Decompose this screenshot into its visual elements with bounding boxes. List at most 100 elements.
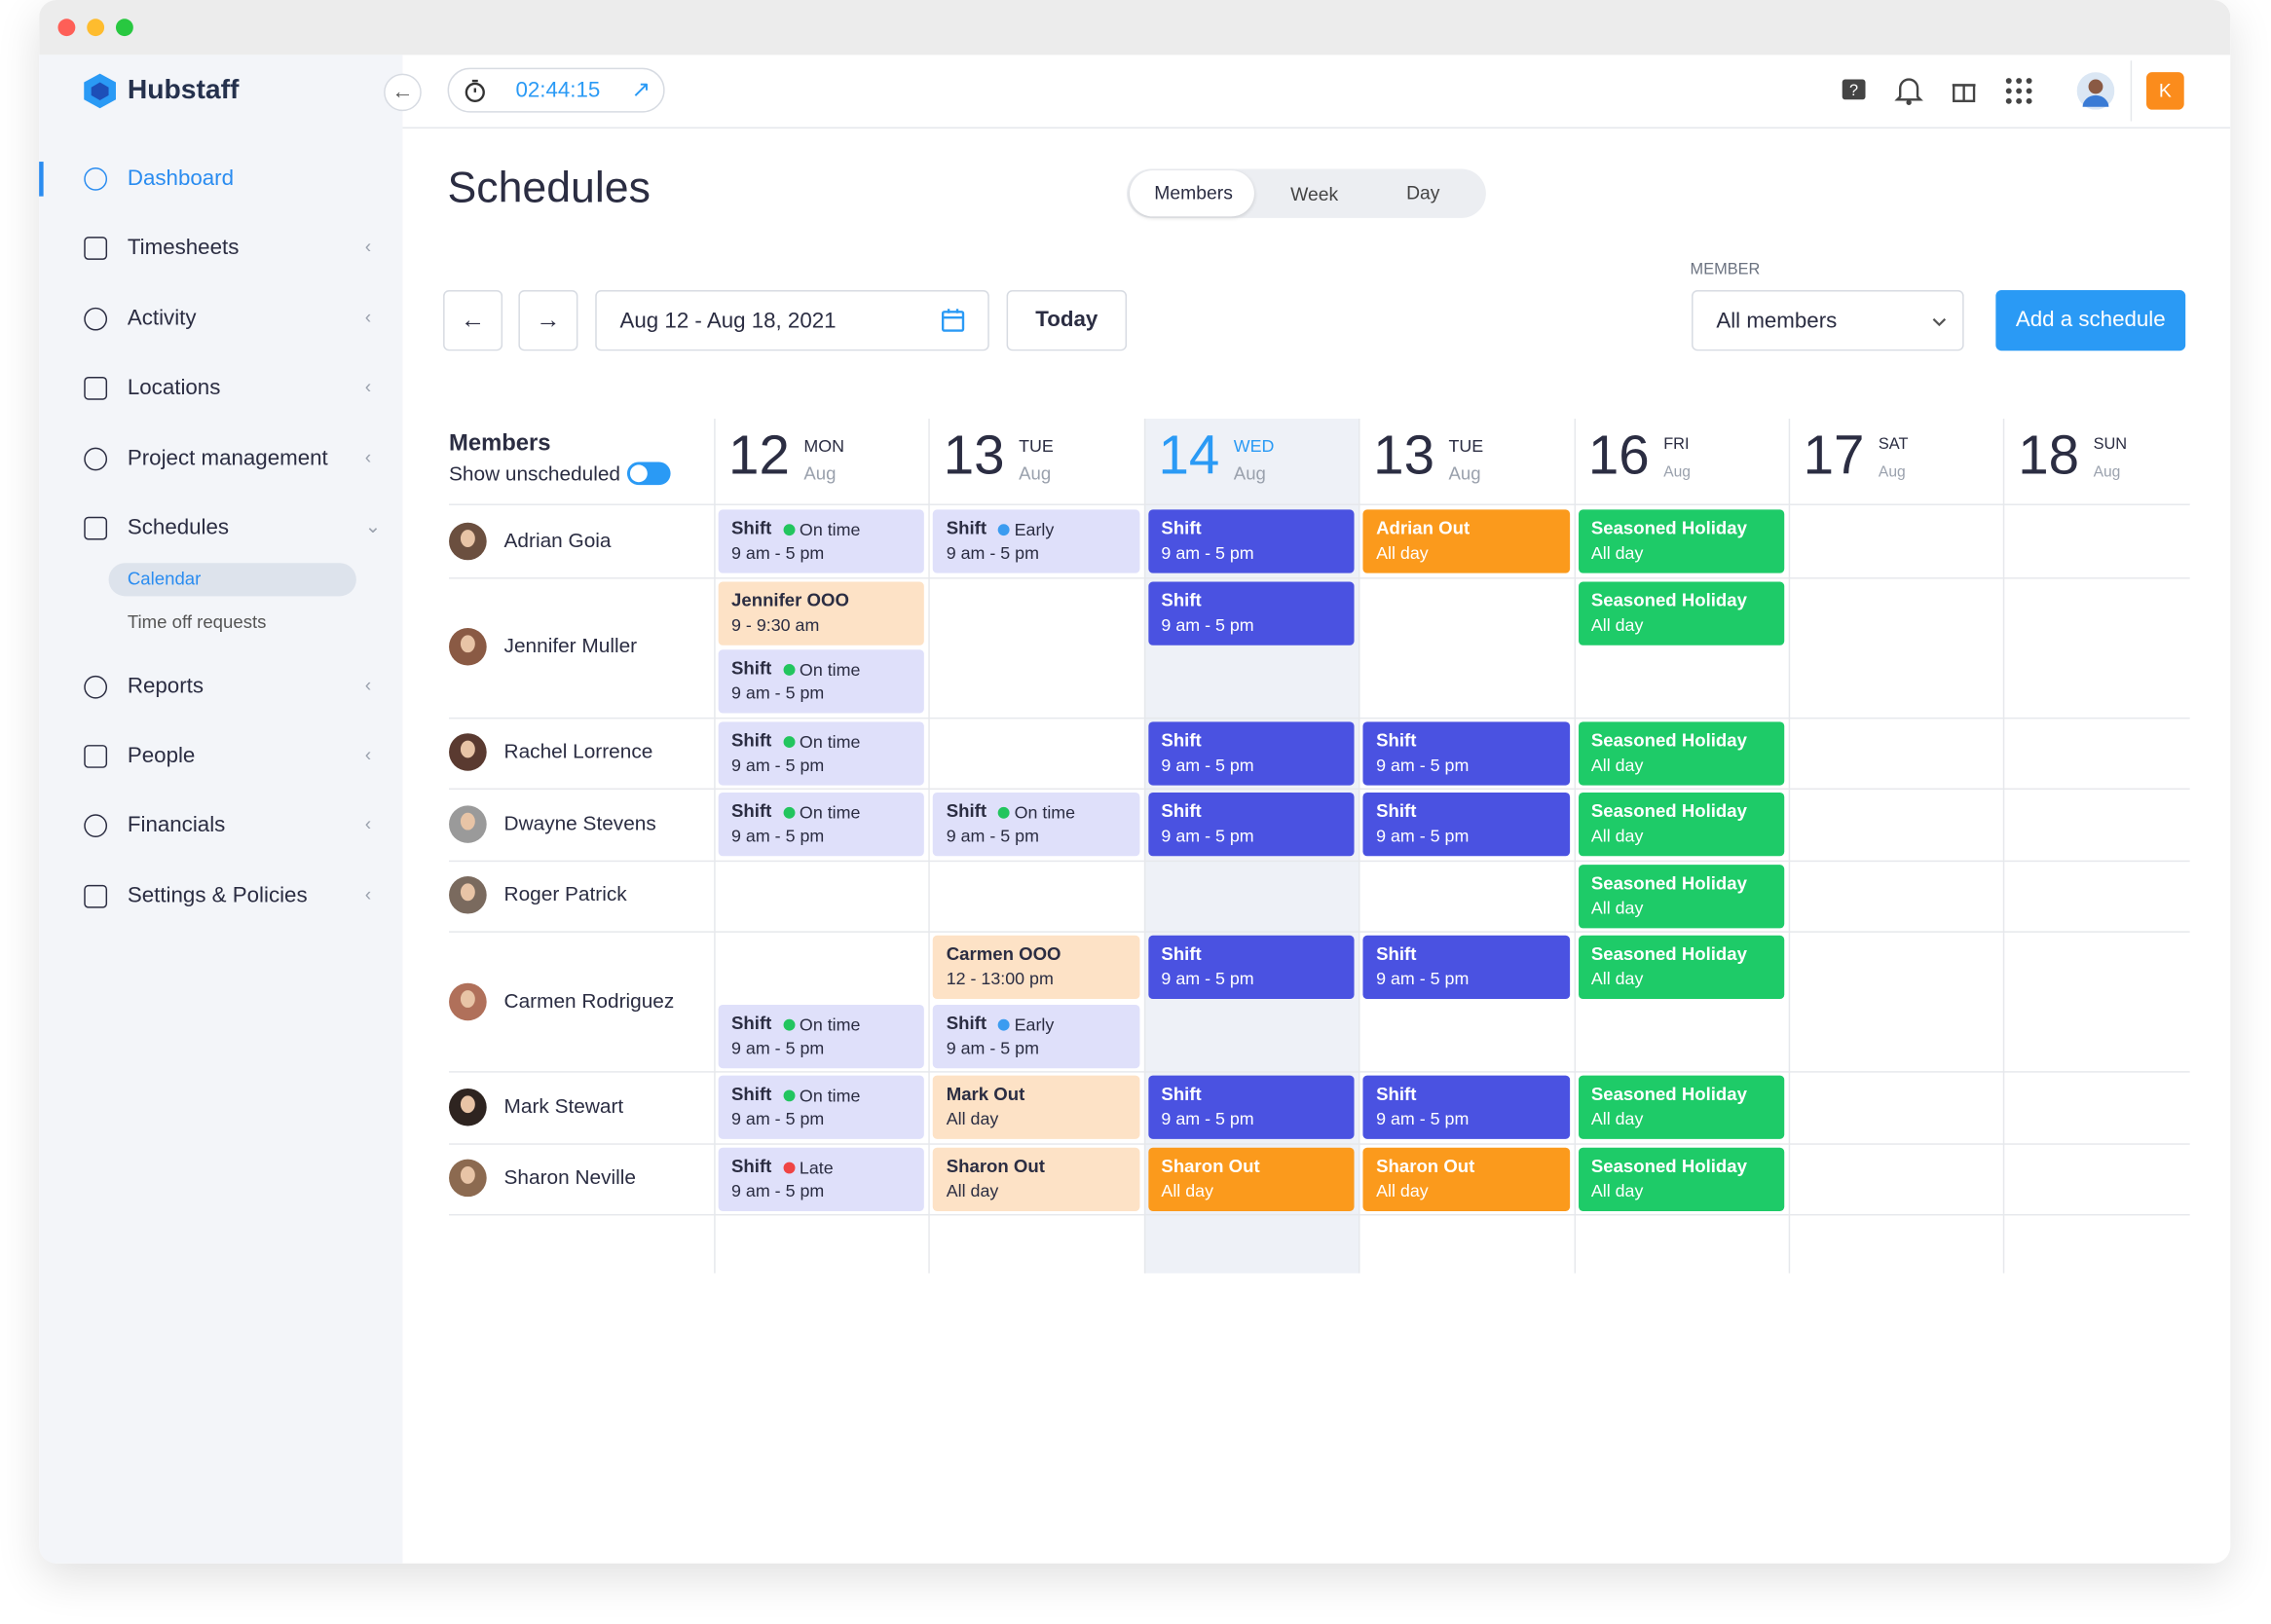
status-dot bbox=[783, 735, 796, 748]
nav-item[interactable]: Financials bbox=[127, 812, 226, 837]
collapse-button[interactable]: ← bbox=[384, 73, 422, 112]
bell-icon[interactable] bbox=[1894, 75, 1923, 107]
sub-nav-item[interactable]: Time off requests bbox=[127, 611, 267, 633]
user-avatar[interactable] bbox=[2076, 72, 2115, 110]
schedule-event[interactable]: Seasoned Holiday All day bbox=[1578, 793, 1785, 857]
schedule-event[interactable]: Seasoned Holiday All day bbox=[1578, 935, 1785, 1000]
schedule-event[interactable]: Adrian Out All day bbox=[1362, 509, 1570, 573]
add-schedule-button[interactable]: Add a schedule bbox=[1995, 290, 2186, 351]
tab[interactable]: Members bbox=[1154, 181, 1233, 204]
page-title: Schedules bbox=[447, 165, 651, 212]
schedule-event[interactable]: Seasoned Holiday All day bbox=[1578, 1147, 1785, 1211]
status-dot bbox=[998, 524, 1011, 536]
timer-pill[interactable]: 02:44:15 ↗ bbox=[447, 67, 665, 113]
zoom-dot[interactable] bbox=[115, 18, 133, 37]
event-title: Shift bbox=[946, 518, 987, 539]
help-icon[interactable]: ? bbox=[1840, 77, 1869, 106]
schedule-event[interactable]: Shift 9 am - 5 pm bbox=[1362, 935, 1570, 1000]
tab[interactable]: Week bbox=[1290, 183, 1339, 205]
apps-icon[interactable] bbox=[2004, 77, 2033, 106]
schedule-event[interactable]: Shift 9 am - 5 pm bbox=[1148, 935, 1355, 1000]
nav-item[interactable]: Project management bbox=[127, 446, 328, 471]
schedule-event[interactable]: Shift 9 am - 5 pm bbox=[1362, 1075, 1570, 1139]
member-name[interactable]: Mark Stewart bbox=[503, 1093, 624, 1118]
schedule-event[interactable]: Shift On time 9 am - 5 pm bbox=[718, 1004, 925, 1068]
schedule-event[interactable]: Carmen OOO 12 - 13:00 pm bbox=[933, 935, 1140, 1000]
weekday: TUE bbox=[1448, 435, 1484, 457]
weekday: SAT bbox=[1878, 435, 1909, 454]
member-avatar bbox=[449, 627, 487, 666]
day-number: 17 bbox=[1803, 425, 1865, 487]
today-button[interactable]: Today bbox=[1006, 290, 1128, 351]
schedule-event[interactable]: Jennifer OOO 9 - 9:30 am bbox=[718, 580, 925, 646]
schedule-event[interactable]: Shift 9 am - 5 pm bbox=[1148, 1075, 1355, 1139]
schedule-event[interactable]: Sharon Out All day bbox=[933, 1147, 1140, 1211]
member-avatar bbox=[449, 733, 487, 772]
nav-item[interactable]: Activity bbox=[127, 306, 197, 331]
event-title: Shift bbox=[1161, 729, 1202, 751]
schedule-event[interactable]: Seasoned Holiday All day bbox=[1578, 509, 1785, 573]
org-badge[interactable]: K bbox=[2146, 72, 2184, 110]
event-title: Seasoned Holiday bbox=[1590, 589, 1747, 610]
column-divider bbox=[1573, 418, 1576, 1273]
member-name[interactable]: Adrian Goia bbox=[503, 528, 612, 552]
nav-item[interactable]: Schedules bbox=[127, 515, 230, 540]
date-picker[interactable]: Aug 12 - Aug 18, 2021 bbox=[595, 290, 989, 351]
member-name[interactable]: Rachel Lorrence bbox=[503, 739, 653, 763]
event-time: 12 - 13:00 pm bbox=[946, 968, 1054, 989]
member-name[interactable]: Dwayne Stevens bbox=[503, 810, 656, 834]
member-name[interactable]: Sharon Neville bbox=[503, 1164, 636, 1189]
month: Aug bbox=[1448, 462, 1481, 484]
member-name[interactable]: Carmen Rodriguez bbox=[503, 987, 675, 1012]
schedule-event[interactable]: Mark Out All day bbox=[933, 1075, 1140, 1139]
gift-icon[interactable] bbox=[1950, 75, 1979, 104]
month: Aug bbox=[1233, 462, 1266, 484]
schedule-event[interactable]: Shift On time 9 am - 5 pm bbox=[718, 649, 925, 714]
schedule-event[interactable]: Shift 9 am - 5 pm bbox=[1148, 509, 1355, 573]
schedule-event[interactable]: Shift On time 9 am - 5 pm bbox=[718, 1075, 925, 1139]
nav-item[interactable]: Reports bbox=[127, 674, 204, 699]
schedule-event[interactable]: Shift On time 9 am - 5 pm bbox=[933, 793, 1140, 857]
month: Aug bbox=[1663, 462, 1691, 481]
schedule-event[interactable]: Shift Late 9 am - 5 pm bbox=[718, 1147, 925, 1211]
schedule-event[interactable]: Shift 9 am - 5 pm bbox=[1148, 580, 1355, 646]
prev-button[interactable]: ← bbox=[443, 290, 503, 351]
nav-item[interactable]: Locations bbox=[127, 375, 221, 400]
member-avatar bbox=[449, 876, 487, 914]
schedule-event[interactable]: Sharon Out All day bbox=[1362, 1147, 1570, 1211]
unscheduled-toggle[interactable] bbox=[626, 461, 671, 486]
tab[interactable]: Day bbox=[1406, 181, 1440, 204]
schedule-event[interactable]: Shift 9 am - 5 pm bbox=[1148, 793, 1355, 857]
weekday: FRI bbox=[1663, 435, 1690, 454]
schedule-event[interactable]: Shift Early 9 am - 5 pm bbox=[933, 509, 1140, 573]
nav-item[interactable]: Timesheets bbox=[127, 235, 240, 260]
event-title: Carmen OOO bbox=[946, 943, 1061, 965]
schedule-event[interactable]: Sharon Out All day bbox=[1148, 1147, 1355, 1211]
next-button[interactable]: → bbox=[518, 290, 578, 351]
schedule-event[interactable]: Shift On time 9 am - 5 pm bbox=[718, 509, 925, 573]
schedule-event[interactable]: Shift Early 9 am - 5 pm bbox=[933, 1004, 1140, 1068]
schedule-event[interactable]: Shift 9 am - 5 pm bbox=[1362, 793, 1570, 857]
schedule-event[interactable]: Seasoned Holiday All day bbox=[1578, 720, 1785, 785]
close-dot[interactable] bbox=[57, 18, 76, 37]
sub-nav-item[interactable]: Calendar bbox=[127, 569, 202, 589]
member-name[interactable]: Jennifer Muller bbox=[503, 633, 638, 657]
nav-item[interactable]: Settings & Policies bbox=[127, 883, 308, 908]
schedule-event[interactable]: Seasoned Holiday All day bbox=[1578, 580, 1785, 646]
sub-nav-active-bg bbox=[108, 563, 356, 597]
member-name[interactable]: Roger Patrick bbox=[503, 882, 627, 906]
schedule-event[interactable]: Seasoned Holiday All day bbox=[1578, 1075, 1785, 1139]
event-title: Sharon Out bbox=[1161, 1155, 1260, 1176]
open-timer[interactable]: ↗ bbox=[631, 78, 652, 103]
nav-item[interactable]: People bbox=[127, 743, 196, 768]
schedule-event[interactable]: Shift On time 9 am - 5 pm bbox=[718, 720, 925, 785]
event-title: Seasoned Holiday bbox=[1590, 872, 1747, 894]
avatar-face bbox=[460, 635, 475, 653]
nav-item[interactable]: Dashboard bbox=[127, 166, 235, 191]
schedule-event[interactable]: Seasoned Holiday All day bbox=[1578, 864, 1785, 928]
schedule-event[interactable]: Shift 9 am - 5 pm bbox=[1362, 720, 1570, 785]
schedule-event[interactable]: Shift On time 9 am - 5 pm bbox=[718, 793, 925, 857]
minimize-dot[interactable] bbox=[87, 18, 105, 37]
member-select[interactable]: All members bbox=[1692, 290, 1964, 351]
schedule-event[interactable]: Shift 9 am - 5 pm bbox=[1148, 720, 1355, 785]
